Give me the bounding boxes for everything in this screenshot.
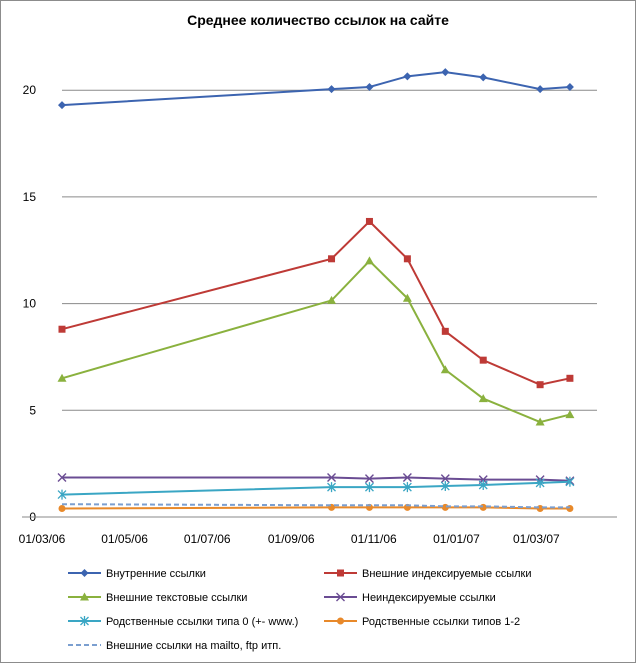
data-point <box>327 85 336 94</box>
data-point <box>58 325 66 333</box>
data-point <box>327 482 336 493</box>
data-point <box>440 474 450 484</box>
data-point <box>535 417 545 426</box>
data-point <box>479 356 487 364</box>
legend-label: Родственные ссылки типа 0 (+- www.) <box>106 616 298 628</box>
legend-marker <box>337 617 344 625</box>
series-line <box>61 259 571 424</box>
legend-marker <box>80 616 89 626</box>
data-point <box>328 255 336 263</box>
data-point <box>441 68 450 77</box>
legend-item: Неиндексируемые ссылки <box>324 592 496 604</box>
y-tick-label: 15 <box>23 190 37 204</box>
data-point <box>402 473 412 483</box>
legend: Внутренние ссылки Внешние индексируемые с… <box>68 568 532 652</box>
data-point <box>57 373 67 382</box>
series-line <box>62 476 570 482</box>
data-point <box>440 481 450 492</box>
plot-area <box>57 68 575 512</box>
series-line <box>61 503 570 509</box>
series-line <box>61 506 570 510</box>
data-point <box>403 72 412 81</box>
data-point <box>479 73 488 82</box>
series <box>57 473 575 486</box>
y-tick-label: 10 <box>23 297 37 311</box>
data-point <box>364 256 374 265</box>
legend-item: Родственные ссылки типа 0 (+- www.) <box>68 616 298 628</box>
data-point <box>536 504 544 512</box>
data-point <box>479 503 487 511</box>
data-point <box>478 394 488 403</box>
x-axis: 01/03/06 01/05/06 01/07/06 01/09/06 01/11/06… <box>19 516 617 546</box>
chart-title: Среднее количество ссылок на сайте <box>187 12 449 28</box>
data-point <box>364 474 374 484</box>
series-line <box>61 480 570 496</box>
data-point <box>364 482 374 493</box>
x-tick-label: 01/11/06 <box>351 532 397 546</box>
data-point <box>327 473 337 483</box>
legend-label: Внешние текстовые ссылки <box>106 592 247 604</box>
x-tick-label: 01/03/07 <box>513 532 560 546</box>
legend-marker <box>336 592 345 602</box>
legend-label: Родственные ссылки типов 1-2 <box>362 616 520 628</box>
legend-item: Внешние текстовые ссылки <box>68 592 247 604</box>
series <box>57 256 575 426</box>
data-point <box>365 83 374 92</box>
series <box>58 217 574 389</box>
legend-item: Внутренние ссылки <box>68 568 206 580</box>
series-line <box>61 71 570 107</box>
legend-label: Неиндексируемые ссылки <box>362 592 496 604</box>
data-point <box>565 83 574 92</box>
data-point <box>441 503 449 511</box>
legend-marker <box>80 592 89 601</box>
data-point <box>440 365 450 374</box>
y-tick-label: 20 <box>23 83 37 97</box>
data-point <box>565 476 575 487</box>
data-point <box>536 85 545 94</box>
data-point <box>566 374 574 382</box>
series <box>58 68 574 110</box>
legend-item: Внешние индексируемые ссылки <box>324 568 532 580</box>
legend-item: Родственные ссылки типов 1-2 <box>324 616 520 628</box>
series-line <box>61 220 571 386</box>
data-point <box>58 504 66 512</box>
data-point <box>566 504 574 512</box>
legend-marker <box>80 569 89 577</box>
legend-label: Внешние ссылки на mailto, ftp итп. <box>106 640 281 652</box>
data-point <box>57 489 67 500</box>
x-tick-label: 01/03/06 <box>19 532 66 546</box>
data-point <box>536 381 544 389</box>
data-point <box>365 217 373 225</box>
x-tick-label: 01/09/06 <box>268 532 315 546</box>
legend-label: Внешние индексируемые ссылки <box>362 568 532 580</box>
legend-item: Внешние ссылки на mailto, ftp итп. <box>68 640 281 652</box>
data-point <box>57 473 67 483</box>
y-tick-label: 5 <box>29 403 36 417</box>
series <box>58 503 574 512</box>
data-point <box>327 295 337 304</box>
series <box>61 503 570 509</box>
data-point <box>441 327 449 335</box>
data-point <box>565 410 575 419</box>
data-point <box>402 482 412 493</box>
legend-label: Внутренние ссылки <box>106 568 206 580</box>
data-point <box>478 479 488 490</box>
x-tick-label: 01/07/06 <box>184 532 231 546</box>
x-tick-label: 01/05/06 <box>101 532 148 546</box>
x-tick-label: 01/01/07 <box>433 532 480 546</box>
series <box>57 476 575 500</box>
data-point <box>58 101 66 110</box>
data-point <box>403 255 411 263</box>
data-point <box>402 293 412 302</box>
legend-marker <box>337 569 344 577</box>
data-point <box>535 477 545 488</box>
gridlines <box>62 89 597 411</box>
